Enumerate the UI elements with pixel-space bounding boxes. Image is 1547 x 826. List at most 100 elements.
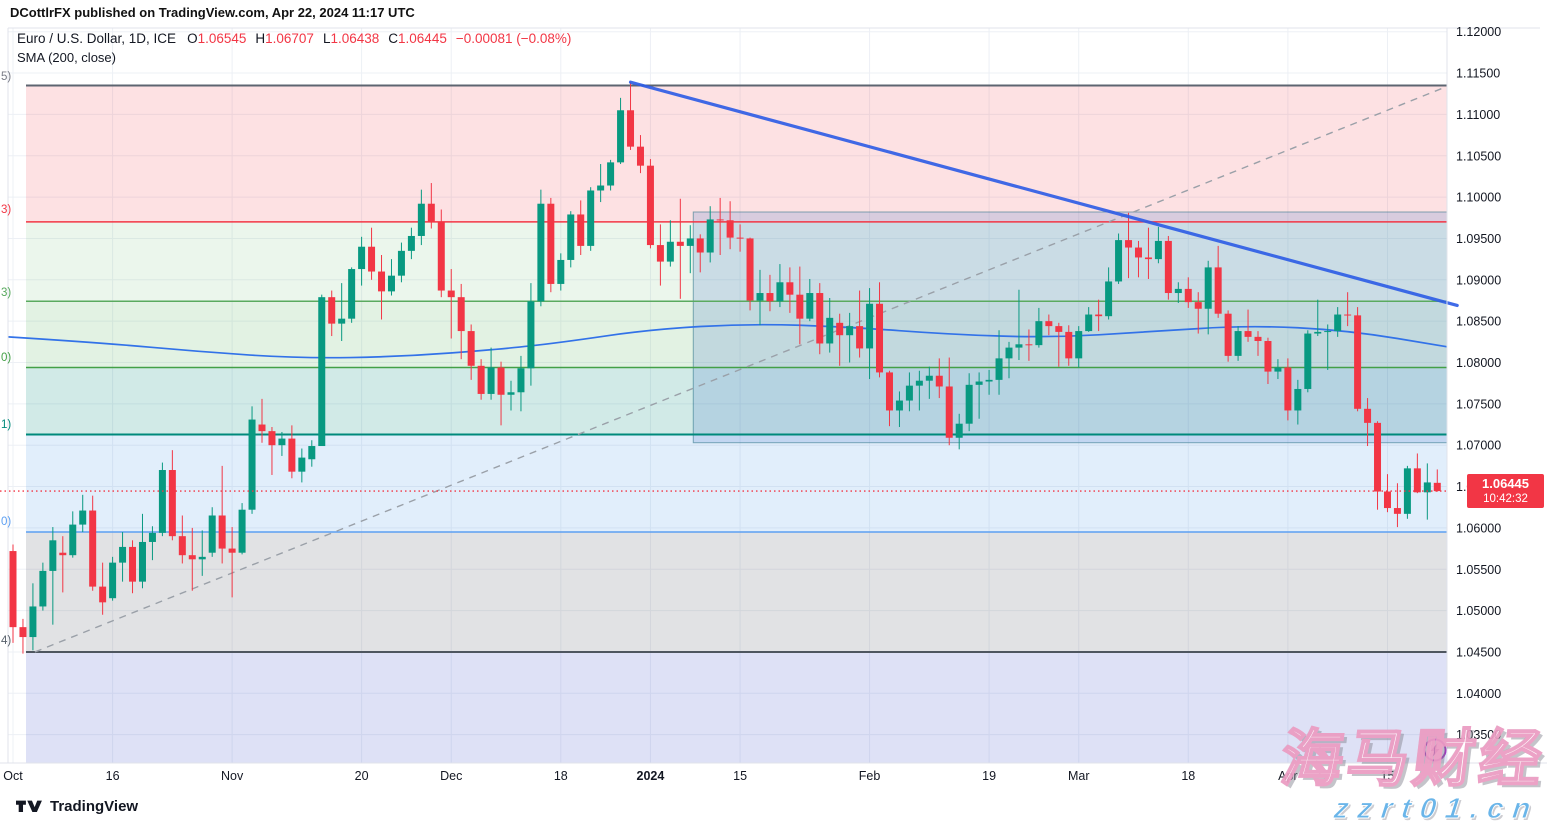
tradingview-attribution[interactable]: TradingView xyxy=(16,798,138,815)
price-axis-label: 1.10000 xyxy=(1456,191,1501,205)
candle-body xyxy=(1045,321,1053,327)
price-axis-label: 1.08500 xyxy=(1456,315,1501,329)
descending-trendline[interactable] xyxy=(628,80,1459,308)
candle-body xyxy=(1393,508,1401,514)
candle-body xyxy=(636,146,644,166)
candle xyxy=(358,236,366,286)
candle-body xyxy=(696,238,704,253)
candle xyxy=(676,198,684,299)
price-axis-label: 1.11500 xyxy=(1456,67,1500,81)
candle xyxy=(1005,341,1013,379)
candle xyxy=(288,425,296,479)
candle-body xyxy=(776,282,784,302)
consolidation-zone-box xyxy=(692,211,1448,444)
left-edge-label-fragments: 5) 3) 3) 0) 1) 0) 4) xyxy=(1,71,11,647)
candle-body xyxy=(806,293,814,319)
candle xyxy=(168,450,176,541)
candle-body xyxy=(1383,491,1391,509)
time-axis-label: Dec xyxy=(440,769,462,783)
open-value: 1.06545 xyxy=(197,31,247,46)
candle xyxy=(437,209,445,298)
candle xyxy=(1383,474,1391,513)
candle-body xyxy=(39,570,47,607)
byline: DCottlrFX published on TradingView.com, … xyxy=(10,5,415,20)
symbol-title[interactable]: Euro / U.S. Dollar, 1D, ICE xyxy=(17,31,177,46)
candle xyxy=(29,583,37,651)
candle-body xyxy=(1324,331,1332,333)
candle-body xyxy=(786,282,794,295)
candle-body xyxy=(268,431,276,446)
candle xyxy=(537,189,545,307)
candle-body xyxy=(1184,288,1192,303)
time-axis-label: 20 xyxy=(355,769,369,783)
candle xyxy=(656,224,664,286)
candle xyxy=(148,526,156,561)
candle-body xyxy=(607,162,615,186)
candle xyxy=(298,448,306,483)
candle xyxy=(1274,359,1282,380)
candle-body xyxy=(1164,240,1172,294)
candle-body xyxy=(1035,321,1043,346)
candle xyxy=(1304,330,1312,393)
candle xyxy=(1264,337,1272,385)
candle-body xyxy=(1413,468,1421,493)
candle xyxy=(278,431,286,456)
candle-body xyxy=(617,110,625,163)
ascending-trendline[interactable] xyxy=(34,86,1446,653)
candle-body xyxy=(49,540,57,571)
candle-body xyxy=(796,294,804,319)
candle xyxy=(79,494,87,533)
candle xyxy=(397,242,405,283)
candle xyxy=(995,330,1003,395)
indicator-legend[interactable]: SMA (200, close) xyxy=(17,50,116,65)
candle-body xyxy=(1115,240,1123,282)
tradingview-logo-text: TradingView xyxy=(50,798,139,815)
candle xyxy=(507,380,515,411)
candle-body xyxy=(1344,314,1352,316)
candle-body xyxy=(816,293,824,344)
price-band xyxy=(26,532,1447,652)
candle-body xyxy=(935,375,943,387)
economic-event-icon[interactable] xyxy=(1423,738,1447,762)
last-price-badge: 1.06445 10:42:32 xyxy=(1467,474,1544,508)
candle xyxy=(1334,307,1342,337)
high-label: H xyxy=(255,31,266,46)
level-label-fragment: 3) xyxy=(1,287,11,299)
candle xyxy=(965,373,973,432)
candle xyxy=(945,357,953,446)
candle xyxy=(1125,212,1133,279)
candle-body xyxy=(457,297,465,332)
candle-body xyxy=(208,515,216,553)
candle xyxy=(776,264,784,308)
candle xyxy=(208,507,216,557)
price-axis[interactable]: 1.12000 1.11500 1.11000 1.10500 1.10000 1.095… xyxy=(1456,25,1501,742)
candle-body xyxy=(1134,247,1142,258)
candle-body xyxy=(557,259,565,284)
time-axis[interactable]: Oct 16 Nov 20 Dec 18 2024 15 Feb 19 Mar 18 Apr 15 xyxy=(3,769,1394,783)
level-label-fragment: 1) xyxy=(1,419,11,431)
time-axis-label: 15 xyxy=(733,769,747,783)
candle xyxy=(567,211,575,268)
price-band xyxy=(26,434,1447,533)
symbol-legend-row: Euro / U.S. Dollar, 1D, ICE O1.06545 H1.06… xyxy=(17,31,571,46)
candle xyxy=(856,290,864,358)
candle-body xyxy=(1334,314,1342,332)
candle xyxy=(258,398,266,443)
candle-body xyxy=(1105,281,1113,317)
candle xyxy=(89,495,97,591)
candle xyxy=(49,527,57,625)
candle-body xyxy=(1194,302,1202,309)
bar-countdown: 10:42:32 xyxy=(1483,493,1528,505)
candle-body xyxy=(348,269,356,319)
candle xyxy=(9,544,17,643)
candle-body xyxy=(378,271,386,292)
candle xyxy=(587,187,595,251)
high-value: 1.06707 xyxy=(265,31,314,46)
candle-body xyxy=(138,541,146,582)
candle xyxy=(228,527,236,598)
candle-body xyxy=(1204,267,1212,309)
candle xyxy=(497,361,505,426)
price-axis-label: 1.05500 xyxy=(1456,563,1501,577)
candle-body xyxy=(437,221,445,291)
